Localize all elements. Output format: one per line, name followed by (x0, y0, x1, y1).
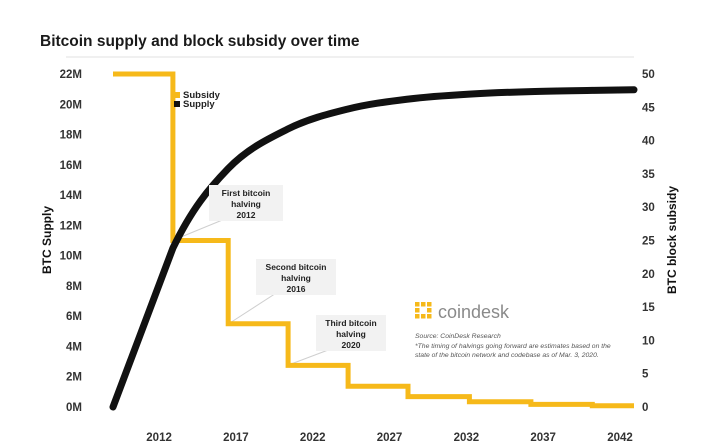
y-tick-left-4M: 4M (66, 341, 82, 353)
x-tick-2042: 2042 (607, 432, 633, 444)
logo-cell (427, 308, 432, 313)
y-tick-right-40: 40 (642, 136, 655, 148)
y-tick-left-18M: 18M (60, 130, 82, 142)
logo-cell (427, 314, 432, 319)
y-tick-left-12M: 12M (60, 220, 82, 232)
annotation-3-line-1: Third bitcoin (325, 318, 376, 328)
annotation-1-line-3: 2012 (237, 210, 256, 220)
logo-cell (415, 308, 420, 313)
legend-subsidy-swatch (174, 92, 180, 98)
y-tick-left-16M: 16M (60, 160, 82, 172)
logo-cell (421, 314, 426, 319)
y-tick-right-35: 35 (642, 169, 655, 181)
y-axis-left-title: BTC Supply (40, 206, 54, 274)
legend-subsidy-label: Subsidy (183, 90, 221, 101)
annotation-box-2 (256, 259, 336, 295)
annotation-2-line-2: halving (281, 273, 311, 283)
chart-title: Bitcoin supply and block subsidy over ti… (40, 33, 360, 50)
y-tick-left-10M: 10M (60, 251, 82, 263)
y-tick-right-10: 10 (642, 335, 655, 347)
y-tick-right-5: 5 (642, 369, 649, 381)
y-tick-right-25: 25 (642, 236, 655, 248)
x-tick-2037: 2037 (530, 432, 556, 444)
annotation-1-line-1: First bitcoin (222, 188, 271, 198)
y-tick-left-8M: 8M (66, 281, 82, 293)
x-tick-2017: 2017 (223, 432, 249, 444)
annotation-1-line-2: halving (231, 199, 261, 209)
x-tick-2022: 2022 (300, 432, 326, 444)
subsidy-series-line (113, 71, 634, 409)
footnote-line-1: *The timing of halvings going forward ar… (415, 343, 611, 350)
logo-cell (415, 314, 420, 319)
y-tick-left-6M: 6M (66, 311, 82, 323)
annotation-2-line-3: 2016 (287, 284, 306, 294)
supply-series-line (109, 86, 638, 411)
y-tick-left-22M: 22M (60, 69, 82, 81)
y-axis-right-title: BTC block subsidy (665, 186, 679, 294)
y-tick-right-15: 15 (642, 302, 655, 314)
legend-supply-swatch (174, 101, 180, 107)
x-tick-2032: 2032 (454, 432, 480, 444)
annotation-box-3 (316, 315, 386, 351)
y-tick-right-50: 50 (642, 69, 655, 81)
coindesk-wordmark: coindesk (438, 302, 510, 322)
logo-cell (421, 302, 426, 307)
annotation-3-line-3: 2020 (342, 340, 361, 350)
y-tick-left-0M: 0M (66, 402, 82, 414)
source-note: Source: CoinDesk Research (415, 333, 501, 340)
y-tick-right-20: 20 (642, 269, 655, 281)
annotation-box-1 (209, 185, 283, 221)
footnote-line-2: state of the bitcoin network and codebas… (415, 352, 599, 359)
annotation-2-line-1: Second bitcoin (266, 262, 327, 272)
annotation-3-line-2: halving (336, 329, 366, 339)
logo-cell (415, 302, 420, 307)
y-tick-right-45: 45 (642, 102, 655, 114)
y-tick-right-30: 30 (642, 202, 655, 214)
x-tick-2027: 2027 (377, 432, 403, 444)
logo-cell (427, 302, 432, 307)
legend-supply-label: Supply (183, 99, 215, 110)
x-tick-2012: 2012 (146, 432, 172, 444)
y-tick-left-14M: 14M (60, 190, 82, 202)
y-tick-right-0: 0 (642, 402, 648, 414)
y-tick-left-2M: 2M (66, 372, 82, 384)
coindesk-logo-icon (415, 302, 432, 319)
y-tick-left-20M: 20M (60, 99, 82, 111)
